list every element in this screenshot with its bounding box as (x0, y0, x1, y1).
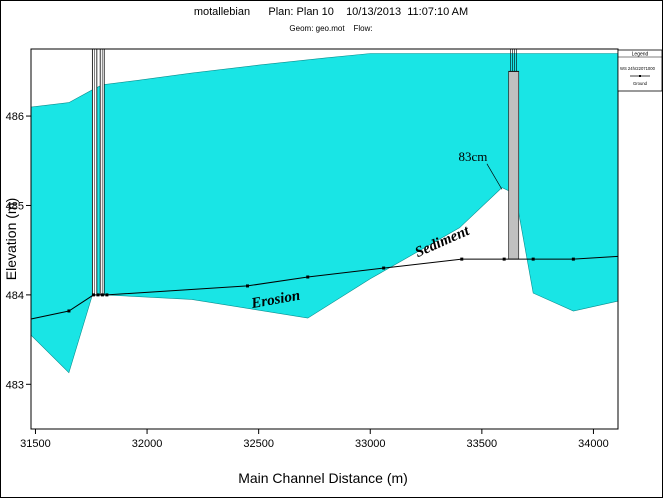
x-tick-label: 32500 (243, 438, 274, 450)
bed-marker (245, 284, 249, 288)
water-area (30, 53, 619, 374)
legend-entry-ws: WS 24hr22071000 (620, 66, 656, 71)
bed-marker (96, 293, 100, 297)
bed-marker (91, 293, 95, 297)
axes: 31500 32000 32500 33000 33500 34000 483 484 485 4… (6, 111, 609, 450)
y-tick-label: 485 (6, 200, 24, 212)
bed-marker (531, 257, 535, 261)
y-tick-label: 483 (6, 379, 24, 391)
dam-structure (508, 70, 520, 260)
bed-marker (382, 266, 386, 270)
x-axis-label: Main Channel Distance (m) (238, 470, 408, 486)
x-tick-label: 34000 (578, 438, 609, 450)
x-tick-label: 31500 (20, 438, 51, 450)
plot-border (30, 48, 619, 430)
chart-subtitle: Geom: geo.mot Flow: (289, 24, 372, 33)
legend-ground-marker (639, 75, 641, 77)
bed-marker (460, 257, 464, 261)
chart-title: motallebian Plan: Plan 10 10/13/2013 11:… (194, 6, 468, 18)
legend-entry-ground: Ground (633, 81, 648, 86)
bed-marker (502, 257, 506, 261)
bed-marker (571, 257, 575, 261)
x-tick-label: 33000 (355, 438, 386, 450)
annotation-83cm: 83cm (458, 149, 487, 164)
legend: Legend WS 24hr22071000 Ground (617, 49, 663, 92)
y-axis-label: Elevation (m) (3, 198, 19, 280)
bed-marker (67, 309, 71, 313)
bed-marker (105, 293, 109, 297)
y-tick-label: 484 (6, 290, 24, 302)
x-tick-label: 32000 (132, 438, 163, 450)
y-tick-label: 486 (6, 111, 24, 123)
annotation-83cm-leader (486, 163, 503, 190)
x-tick-label: 33500 (467, 438, 498, 450)
legend-title: Legend (632, 52, 649, 58)
bed-marker (306, 275, 310, 279)
bed-marker (100, 293, 104, 297)
